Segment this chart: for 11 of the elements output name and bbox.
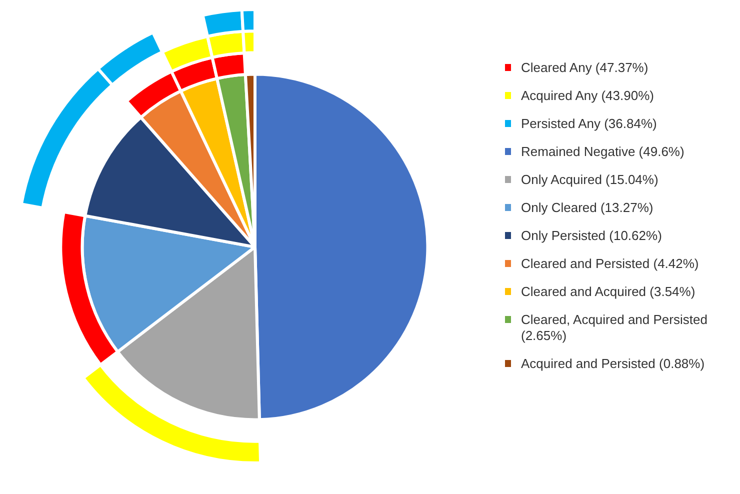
legend-label: Only Acquired (15.04%)	[521, 172, 658, 188]
legend-label: Only Persisted (10.62%)	[521, 228, 662, 244]
legend-label: Cleared, Acquired and Persisted (2.65%)	[521, 312, 708, 344]
legend-label: Acquired and Persisted (0.88%)	[521, 356, 705, 372]
legend-label: Remained Negative (49.6%)	[521, 144, 684, 160]
legend-label: Acquired Any (43.90%)	[521, 88, 654, 104]
legend-label: Persisted Any (36.84%)	[521, 116, 657, 132]
legend-label: Only Cleared (13.27%)	[521, 200, 654, 216]
legend-label: Cleared Any (47.37%)	[521, 60, 648, 76]
legend-label: Cleared and Acquired (3.54%)	[521, 284, 696, 300]
legend-label: Cleared and Persisted (4.42%)	[521, 256, 699, 272]
